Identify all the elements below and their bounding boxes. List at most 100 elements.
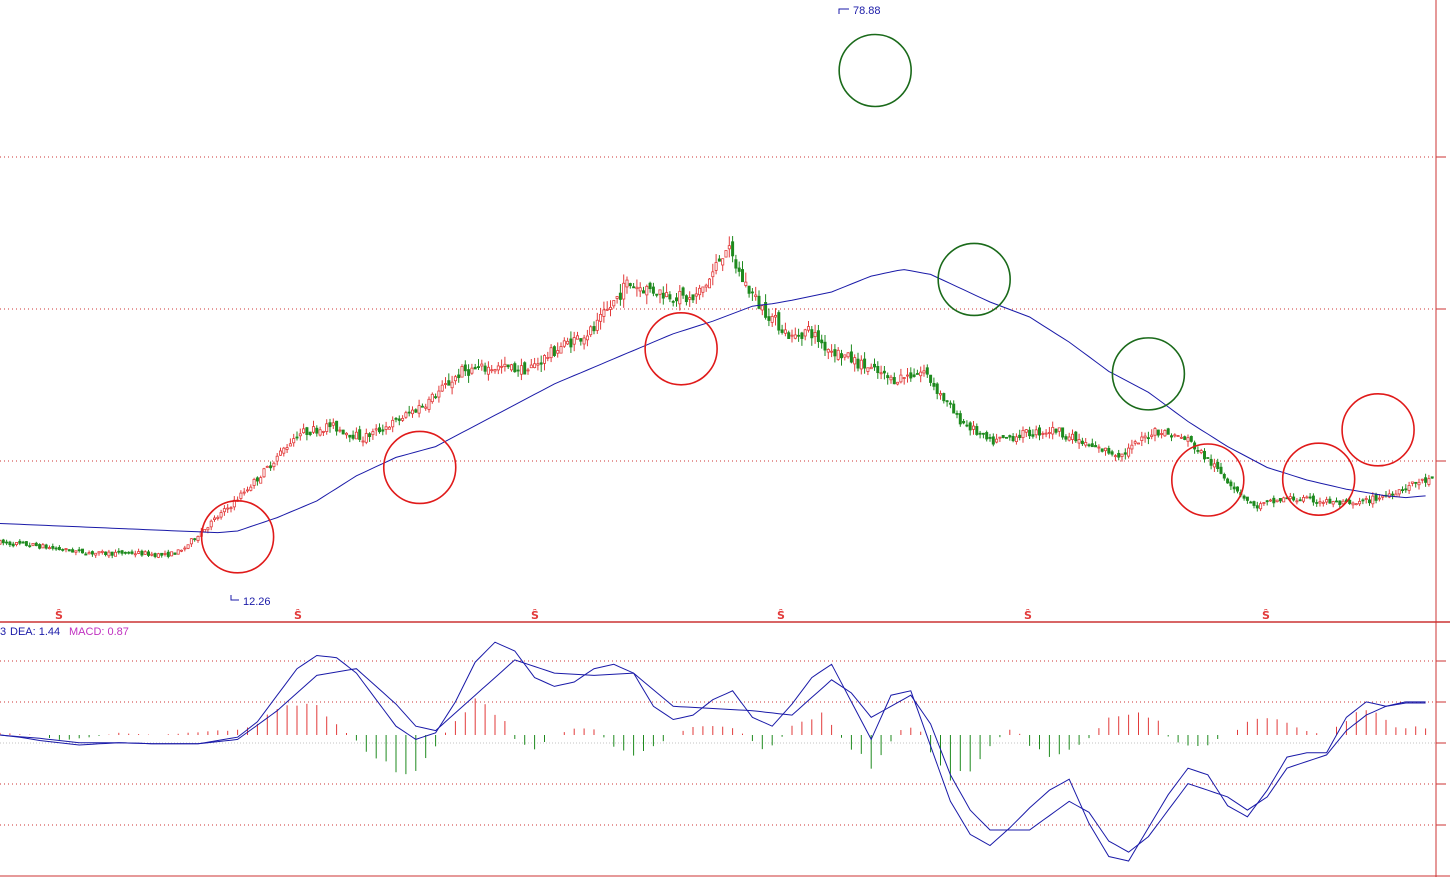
candle-up — [1420, 478, 1424, 481]
candle-up — [450, 381, 454, 389]
candle-up — [783, 329, 787, 334]
candle-down — [873, 363, 877, 368]
candle-up — [846, 352, 850, 358]
s-marker: Ŝ — [1024, 609, 1032, 622]
candle-down — [90, 551, 94, 555]
candle-down — [648, 282, 652, 290]
candle-up — [1199, 450, 1203, 454]
candle-up — [219, 512, 223, 518]
candle-up — [688, 297, 692, 300]
candle-down — [1328, 498, 1332, 504]
candle-up — [1288, 496, 1292, 500]
candle-down — [734, 259, 738, 269]
candle-down — [787, 332, 791, 339]
candle-down — [1338, 500, 1342, 505]
candle-up — [176, 549, 180, 555]
red-highlight-circle — [1281, 442, 1356, 516]
candle-up — [64, 548, 68, 550]
candle-down — [750, 291, 754, 294]
candle-down — [407, 411, 411, 414]
candle-up — [430, 393, 434, 403]
candle-up — [298, 433, 302, 437]
candle-down — [269, 465, 273, 469]
candle-down — [675, 297, 679, 302]
candle-down — [1272, 497, 1276, 504]
candle-up — [150, 553, 154, 556]
candle-down — [1038, 427, 1042, 436]
candle-down — [655, 293, 659, 296]
candle-up — [1014, 436, 1018, 442]
candle-up — [1150, 434, 1154, 437]
candle-down — [305, 427, 309, 435]
candle-up — [605, 308, 609, 311]
candle-up — [338, 429, 342, 432]
candle-down — [642, 290, 646, 294]
candle-down — [160, 552, 164, 556]
candle-up — [1417, 481, 1421, 486]
candle-down — [28, 545, 32, 548]
candle-down — [1100, 448, 1104, 452]
candle-down — [717, 258, 721, 262]
candle-up — [1097, 446, 1101, 449]
candle-up — [1262, 502, 1266, 504]
candle-up — [490, 369, 494, 372]
candle-up — [209, 520, 213, 528]
candle-up — [1176, 435, 1180, 437]
candle-down — [348, 434, 352, 438]
candle-down — [800, 332, 804, 339]
candle-down — [1074, 431, 1078, 442]
candle-up — [1282, 497, 1286, 503]
candle-up — [41, 544, 45, 549]
candle-down — [948, 402, 952, 405]
candle-down — [764, 302, 768, 318]
candle-down — [1011, 436, 1015, 442]
candle-down — [335, 420, 339, 432]
candle-down — [1401, 489, 1405, 492]
candle-up — [595, 319, 599, 331]
candle-up — [807, 326, 811, 331]
candle-up — [665, 292, 669, 298]
dea-line — [0, 659, 1426, 853]
candle-up — [259, 477, 263, 484]
candle-up — [859, 359, 863, 370]
candle-up — [503, 363, 507, 367]
candle-up — [361, 440, 365, 443]
candle-up — [453, 376, 457, 382]
candle-down — [71, 549, 75, 553]
candle-down — [592, 326, 596, 332]
candle-up — [566, 340, 570, 345]
candle-up — [285, 447, 289, 450]
candle-up — [526, 369, 530, 372]
candle-up — [245, 489, 249, 492]
candle-down — [1242, 495, 1246, 499]
candle-down — [67, 549, 71, 552]
candle-down — [767, 316, 771, 321]
candle-down — [1252, 501, 1256, 506]
candle-down — [632, 286, 636, 289]
candle-down — [77, 549, 81, 552]
candle-up — [645, 285, 649, 296]
candle-down — [1123, 452, 1127, 455]
candle-up — [1041, 433, 1045, 435]
candle-up — [1321, 502, 1325, 504]
candle-up — [1137, 442, 1141, 445]
candle-up — [189, 538, 193, 545]
candle-up — [387, 426, 391, 430]
candle-down — [684, 295, 688, 303]
candle-down — [1, 539, 5, 544]
candle-up — [331, 422, 335, 426]
candle-up — [1325, 499, 1329, 503]
candle-up — [275, 455, 279, 462]
candle-down — [434, 396, 438, 399]
candle-down — [691, 294, 695, 301]
candle-down — [876, 366, 880, 374]
candle-down — [328, 422, 332, 428]
candle-up — [216, 516, 220, 519]
candle-up — [519, 365, 523, 375]
candle-down — [1348, 499, 1352, 504]
candle-down — [797, 334, 801, 337]
candle-down — [1255, 505, 1259, 509]
candle-up — [1269, 499, 1273, 502]
candle-down — [1001, 435, 1005, 439]
candle-down — [1226, 478, 1230, 484]
